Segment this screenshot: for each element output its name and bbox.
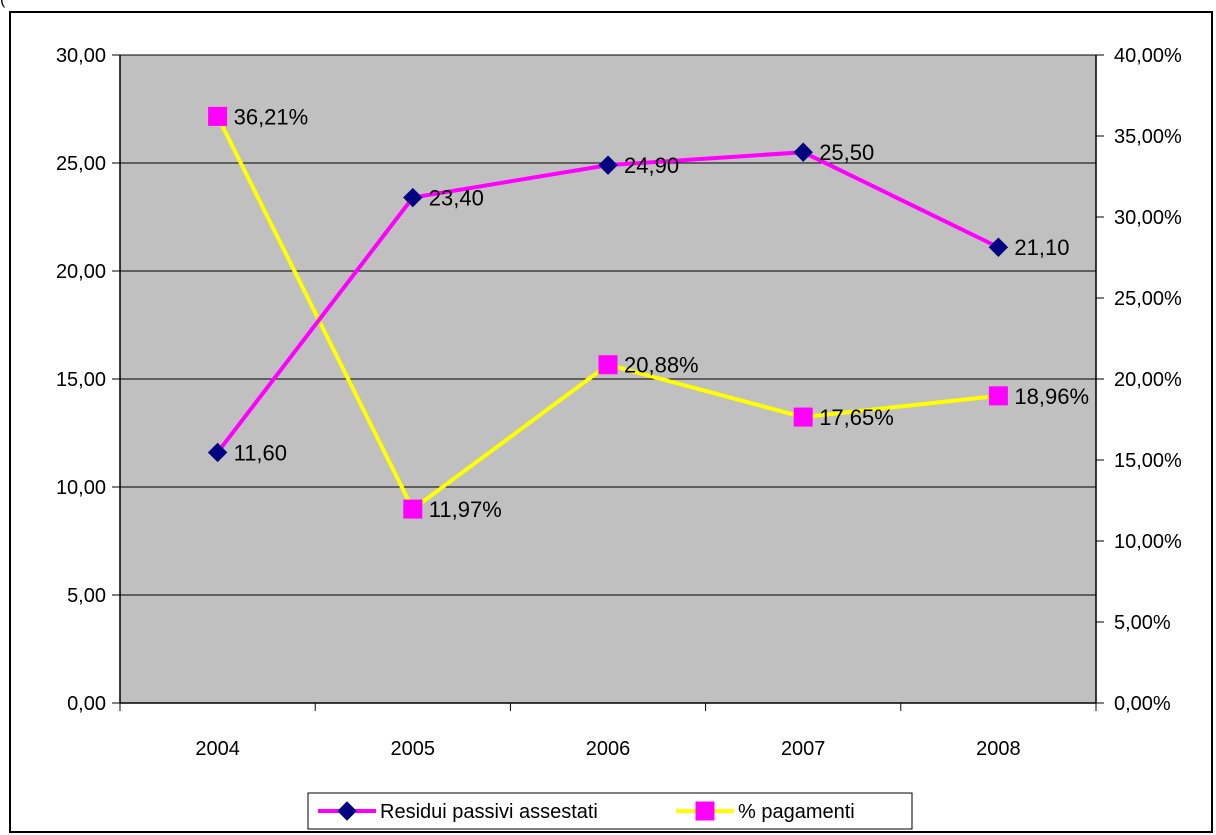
legend-label: Residui passivi assestati [380, 801, 598, 823]
series-pagamenti: 36,21% 11,97% 20,88% 17,65% 18,96% [208, 104, 1089, 522]
y-right-tick-label: 40,00% [1114, 45, 1182, 67]
y-right-tick-label: 10,00% [1114, 531, 1182, 553]
legend-item: % pagamenti [676, 801, 855, 823]
y-left-tick-label: 0,00 [67, 693, 106, 715]
data-point [403, 499, 423, 519]
y-left-tick-label: 5,00 [67, 585, 106, 607]
data-label: 25,50 [819, 140, 874, 165]
data-point [403, 187, 423, 208]
y-left-tick-label: 30,00 [56, 45, 106, 67]
x-tick-label: 2004 [195, 738, 240, 760]
legend-box [307, 792, 913, 830]
y-right-tick-label: 5,00% [1114, 612, 1171, 634]
legend: Residui passivi assestati % pagamenti [307, 792, 913, 830]
data-label: 18,96% [1014, 384, 1089, 409]
legend-marker [337, 801, 357, 821]
data-point [598, 155, 618, 175]
data-point [598, 355, 618, 375]
data-label: 24,90 [624, 153, 679, 178]
x-tick-label: 2005 [391, 738, 436, 760]
y-right-tick-label: 15,00% [1114, 450, 1182, 472]
data-label: 23,40 [429, 186, 484, 211]
data-point [793, 142, 813, 162]
data-label: 11,60 [234, 440, 287, 465]
data-label: 11,97% [429, 497, 502, 522]
y-left-tick-label: 25,00 [56, 153, 106, 175]
data-label: 17,65% [819, 405, 894, 430]
y-right-tick-label: 20,00% [1114, 369, 1182, 391]
x-tick-label: 2006 [586, 738, 631, 760]
y-right-tick-label: 30,00% [1114, 207, 1182, 229]
top-fragment-text: ( [0, 0, 5, 9]
data-label: 21,10 [1014, 235, 1069, 260]
y-right-tick-label: 35,00% [1114, 126, 1182, 148]
data-point [207, 442, 228, 463]
y-right-tick-label: 25,00% [1114, 288, 1182, 310]
data-point [988, 237, 1009, 257]
y-left-tick-label: 20,00 [56, 261, 106, 283]
y-left-tick-label: 15,00 [56, 369, 106, 391]
data-point [793, 407, 813, 427]
data-point [208, 106, 228, 126]
legend-item: Residui passivi assestati [318, 801, 598, 823]
y-left-tick-label: 10,00 [56, 477, 106, 499]
legend-marker [695, 801, 715, 821]
x-tick-label: 2008 [976, 738, 1021, 760]
series-residui-passivi: 11,60 23,40 24,90 25,50 21,10 [207, 140, 1069, 465]
y-right-tick-label: 0,00% [1114, 693, 1171, 715]
series-layer: 36,21% 11,97% 20,88% 17,65% 18,96% 11,60 23,40… [207, 104, 1089, 522]
axes: 0,00 5,00 10,00 15,00 20,00 25,00 30,00 0,00% 5,… [56, 45, 1182, 760]
data-label: 20,88% [624, 353, 699, 378]
x-tick-label: 2007 [781, 738, 826, 760]
data-label: 36,21% [234, 104, 309, 129]
legend-label: % pagamenti [738, 801, 855, 823]
data-point [988, 386, 1008, 406]
